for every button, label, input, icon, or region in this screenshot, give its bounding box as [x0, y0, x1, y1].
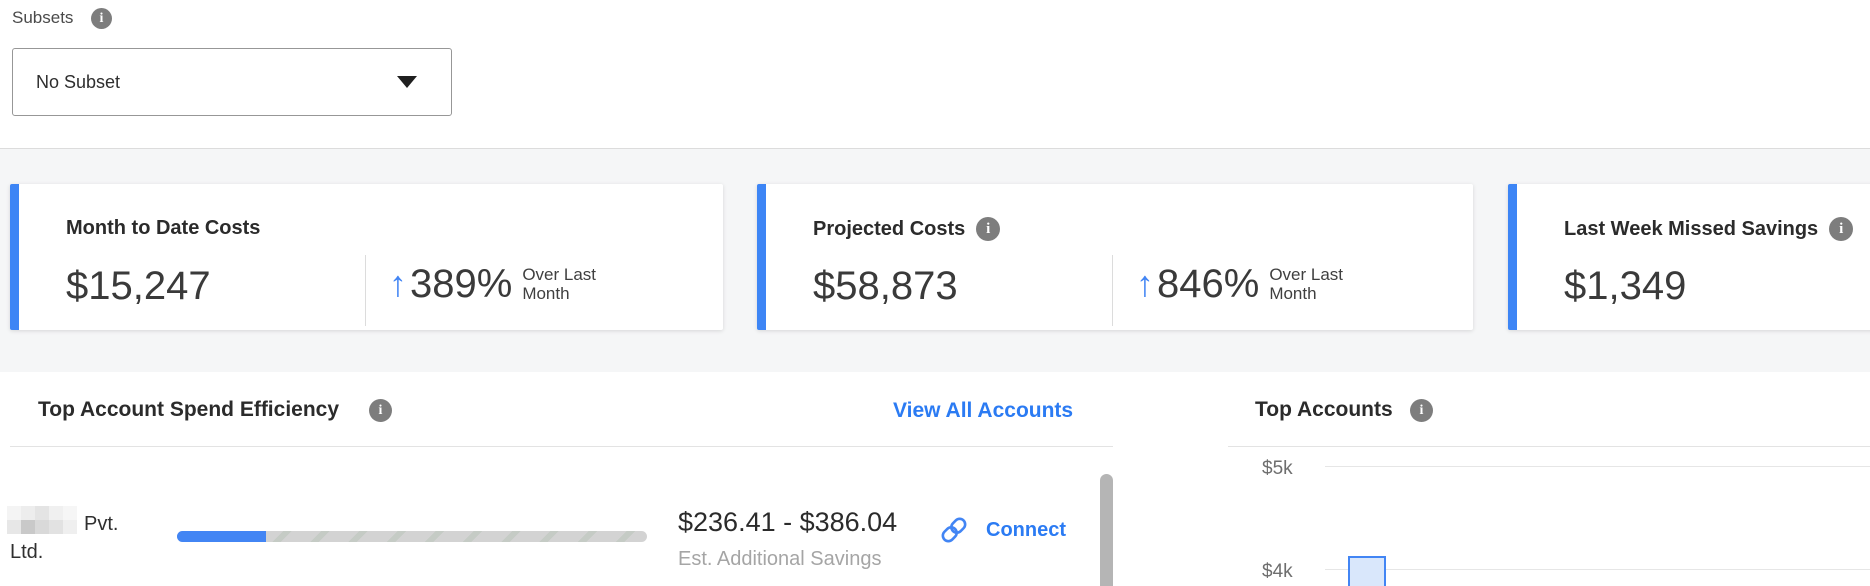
info-glyph: i: [986, 220, 991, 237]
info-glyph: i: [1419, 402, 1424, 418]
section-divider: [1228, 446, 1870, 447]
spend-efficiency-info-icon[interactable]: i: [369, 399, 392, 422]
metric-card-month-to-date-costs: Month to Date Costs $15,247 ↑ 389% Over …: [10, 184, 723, 330]
section-divider: [10, 446, 1113, 447]
change-caption-line2: Month: [1269, 284, 1317, 303]
change-pct: 389%: [410, 262, 513, 306]
info-glyph: i: [378, 402, 383, 418]
missed-savings-info-icon[interactable]: i: [1829, 217, 1854, 241]
card-value: $1,349: [1564, 264, 1687, 308]
redacted-account-name: [7, 506, 77, 534]
change-caption: Over Last Month: [522, 265, 596, 303]
metric-card-projected-costs: Projected Costs i $58,873 ↑ 846% Over La…: [757, 184, 1473, 330]
change-indicator: ↑ 389% Over Last Month: [389, 264, 596, 304]
info-glyph: i: [1839, 220, 1844, 237]
change-caption: Over Last Month: [1269, 265, 1343, 303]
link-icon: [941, 517, 967, 543]
change-caption-line1: Over Last: [522, 265, 597, 284]
change-caption-line1: Over Last: [1269, 265, 1344, 284]
card-title: Last Week Missed Savings: [1564, 217, 1819, 240]
card-title: Projected Costs: [813, 217, 966, 240]
info-glyph: i: [99, 10, 104, 26]
account-name-suffix-line2: Ltd.: [10, 541, 44, 563]
subsets-info-icon[interactable]: i: [91, 8, 112, 29]
top-accounts-info-icon[interactable]: i: [1410, 399, 1433, 422]
top-accounts-bar: [1348, 556, 1386, 586]
chevron-down-icon: [397, 76, 417, 88]
subset-dropdown[interactable]: No Subset: [12, 48, 452, 116]
connect-label: Connect: [986, 518, 1066, 541]
arrow-up-icon: ↑: [389, 263, 407, 304]
change-pct: 846%: [1157, 262, 1260, 306]
spend-efficiency-title: Top Account Spend Efficiency: [38, 398, 340, 421]
change-caption-line2: Month: [522, 284, 570, 303]
metric-card-last-week-missed-savings: Last Week Missed Savings i $1,349: [1508, 184, 1870, 330]
subset-dropdown-value: No Subset: [36, 71, 121, 92]
y-axis-tick-5k: $5k: [1262, 458, 1293, 479]
card-value: $15,247: [66, 264, 211, 308]
subsets-label: Subsets: [12, 8, 74, 27]
account-name-suffix: Pvt.: [84, 513, 119, 535]
y-axis-tick-4k: $4k: [1262, 561, 1293, 582]
savings-range-caption: Est. Additional Savings: [678, 548, 882, 570]
gridline-4k: [1325, 569, 1870, 570]
card-value: $58,873: [813, 264, 958, 308]
card-title: Month to Date Costs: [66, 217, 261, 239]
projected-costs-info-icon[interactable]: i: [976, 217, 1001, 241]
card-divider: [1112, 255, 1113, 326]
change-indicator: ↑ 846% Over Last Month: [1136, 264, 1343, 304]
arrow-up-icon: ↑: [1136, 263, 1154, 304]
top-divider: [0, 148, 1870, 149]
connect-button[interactable]: Connect: [938, 514, 1066, 546]
savings-range-value: $236.41 - $386.04: [678, 507, 898, 537]
top-accounts-title: Top Accounts: [1255, 398, 1393, 421]
progress-fill: [177, 531, 267, 542]
gridline-5k: [1325, 466, 1870, 467]
view-all-accounts-link[interactable]: View All Accounts: [893, 399, 1074, 422]
scrollbar-thumb[interactable]: [1100, 474, 1113, 586]
spend-efficiency-progress-bar: [177, 531, 647, 542]
card-divider: [365, 255, 366, 326]
